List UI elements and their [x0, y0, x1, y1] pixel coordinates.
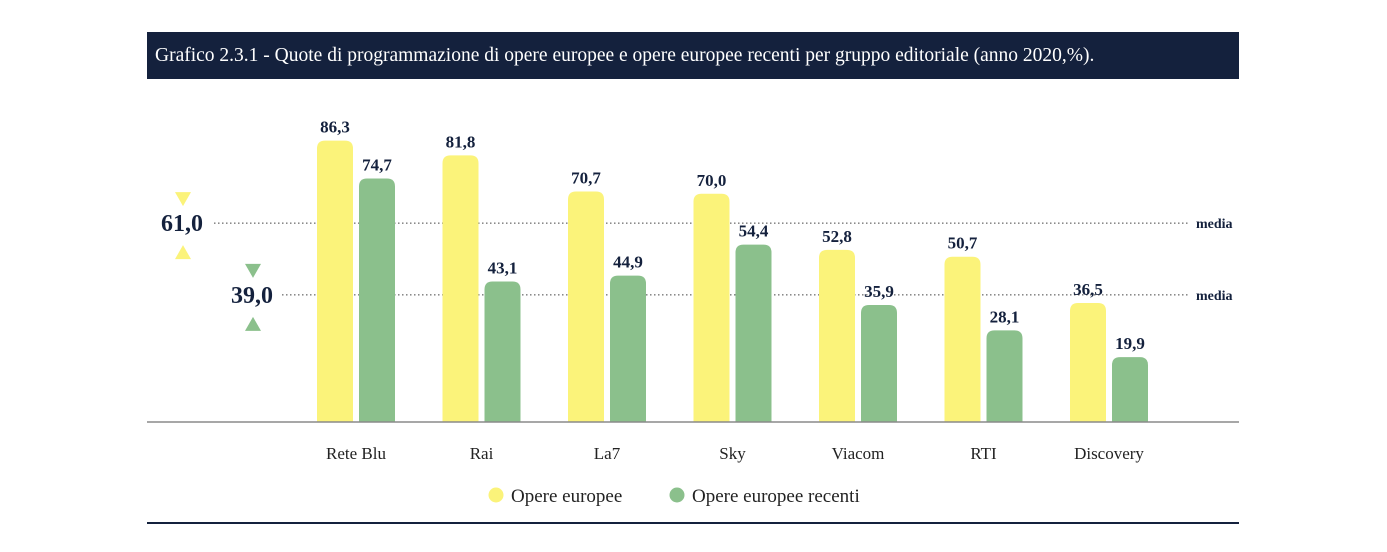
average-value-label-2: 39,0 [231, 283, 273, 309]
value-label-1-rete-blu: 86,3 [320, 118, 350, 137]
legend-swatch-2 [669, 487, 685, 503]
legend-label-2: Opere europee recenti [692, 486, 860, 507]
value-label-1-la7: 70,7 [571, 169, 601, 188]
bar-2-rai [484, 281, 521, 422]
bar-1-rti [944, 256, 981, 422]
bar-1-la7 [568, 191, 604, 422]
category-label-rai: Rai [470, 444, 494, 463]
bar-2-viacom [861, 304, 897, 422]
value-label-1-sky: 70,0 [697, 171, 727, 190]
value-label-2-discovery: 19,9 [1115, 334, 1145, 353]
value-label-2-rti: 28,1 [990, 307, 1020, 326]
bar-2-rti [986, 330, 1023, 422]
bottom-rule [147, 522, 1239, 524]
value-label-1-rai: 81,8 [446, 132, 476, 151]
bar-1-rete-blu [317, 140, 353, 423]
value-label-2-sky: 54,4 [739, 222, 769, 241]
legend-label-1: Opere europee [511, 486, 622, 507]
legend-swatch-1 [488, 487, 504, 503]
average-value-label-1: 61,0 [161, 211, 203, 237]
category-label-sky: Sky [719, 444, 746, 463]
value-label-1-discovery: 36,5 [1073, 280, 1103, 299]
category-label-discovery: Discovery [1074, 444, 1144, 463]
value-label-2-viacom: 35,9 [864, 282, 894, 301]
bar-1-discovery [1070, 303, 1106, 422]
category-label-rete-blu: Rete Blu [326, 444, 386, 463]
average-marker-up-icon-2 [245, 316, 261, 331]
bar-1-sky [693, 193, 730, 422]
average-note-label-1: media [1196, 217, 1233, 232]
category-label-rti: RTI [970, 444, 997, 463]
bar-2-la7 [610, 275, 646, 422]
value-label-2-rai: 43,1 [488, 258, 518, 277]
bar-2-rete-blu [359, 178, 395, 422]
value-label-2-la7: 44,9 [613, 253, 643, 272]
value-label-1-rti: 50,7 [948, 234, 978, 253]
bar-1-rai [442, 155, 479, 422]
value-label-1-viacom: 52,8 [822, 227, 852, 246]
average-marker-up-icon-1 [175, 245, 191, 260]
bar-2-discovery [1112, 357, 1148, 422]
chart-title: Grafico 2.3.1 - Quote di programmazione … [147, 32, 1239, 79]
bar-1-viacom [819, 249, 855, 422]
value-label-2-rete-blu: 74,7 [362, 155, 392, 174]
average-marker-down-icon-1 [175, 192, 191, 207]
bar-2-sky [735, 244, 772, 422]
average-marker-down-icon-2 [245, 263, 261, 278]
average-note-label-2: media [1196, 289, 1233, 304]
category-label-viacom: Viacom [832, 444, 885, 463]
category-label-la7: La7 [594, 444, 621, 463]
